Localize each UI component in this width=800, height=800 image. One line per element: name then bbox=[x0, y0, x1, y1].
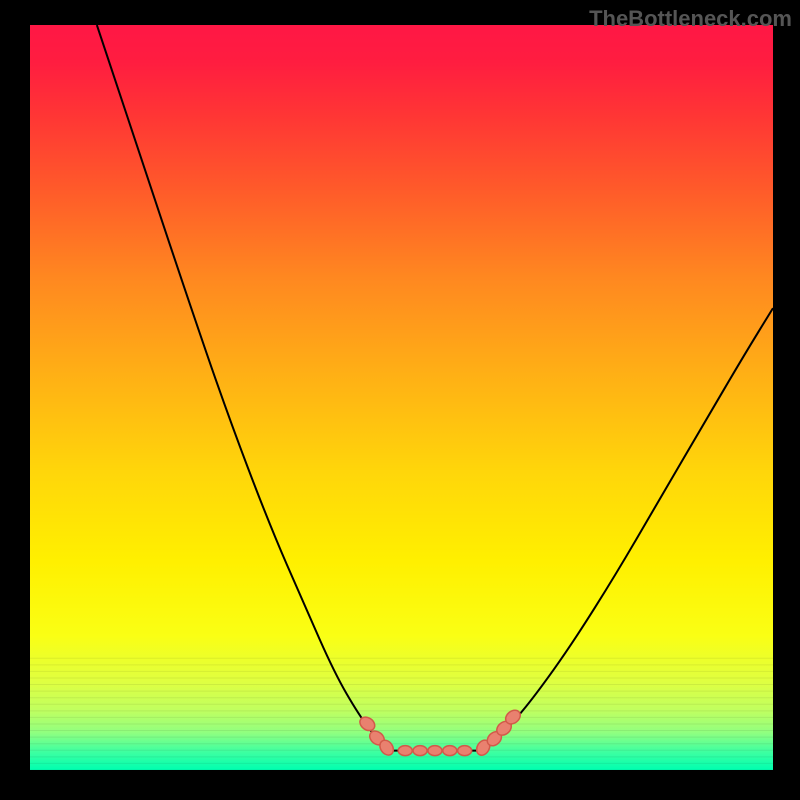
plot-area bbox=[30, 25, 773, 770]
chart-container: TheBottleneck.com bbox=[0, 0, 800, 800]
marker-bead bbox=[458, 746, 472, 756]
marker-bead bbox=[413, 746, 427, 756]
curve-left bbox=[97, 25, 390, 751]
watermark-text: TheBottleneck.com bbox=[589, 6, 792, 32]
marker-bead bbox=[398, 746, 412, 756]
marker-bead bbox=[443, 746, 457, 756]
curve-layer bbox=[30, 25, 773, 770]
marker-bead bbox=[428, 746, 442, 756]
